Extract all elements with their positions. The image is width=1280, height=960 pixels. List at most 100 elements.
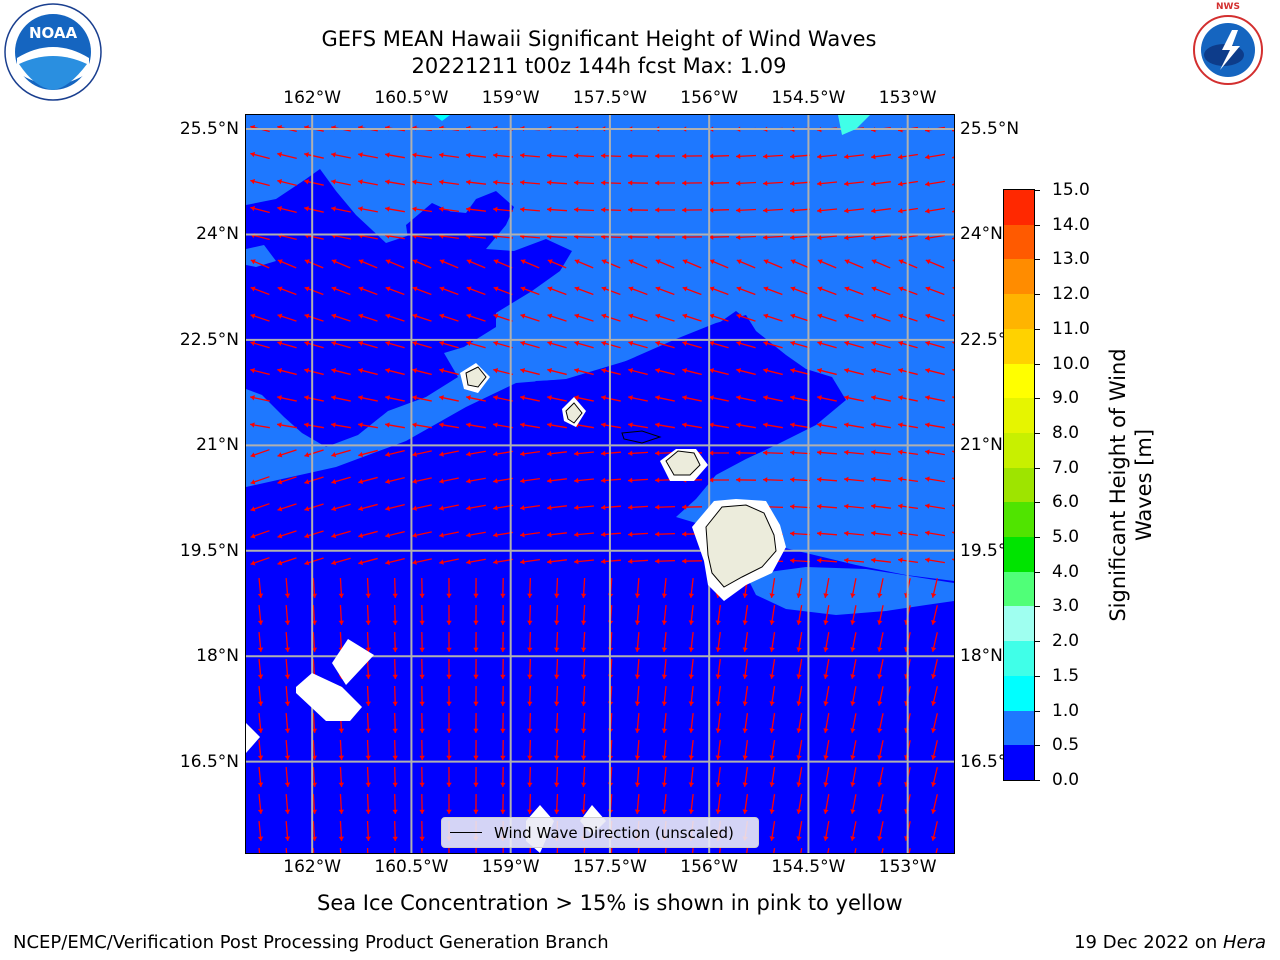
wind-arrow-head xyxy=(284,593,291,598)
wind-arrow-head xyxy=(466,532,471,538)
wind-arrow-head xyxy=(392,755,398,760)
wind-arrow-head xyxy=(790,557,795,564)
wind-arrow-head xyxy=(844,259,850,265)
footer-organization: NCEP/EMC/Verification Post Processing Pr… xyxy=(13,932,609,953)
wind-arrow-head xyxy=(601,450,606,457)
wind-arrow-head xyxy=(628,367,634,374)
wind-arrow-head xyxy=(466,505,471,511)
lat-lon-grid xyxy=(246,115,954,853)
wind-arrow-head xyxy=(877,593,883,598)
wind-arrow-head xyxy=(601,367,607,374)
wind-arrow-head xyxy=(284,836,291,841)
wind-arrow-head xyxy=(742,809,748,814)
wind-arrow-head xyxy=(554,728,560,733)
wind-arrow-head xyxy=(796,782,802,787)
wind-arrow-head xyxy=(871,503,876,509)
wind-arrow-head xyxy=(871,449,876,455)
lat-tick-label: 22.5°N xyxy=(179,329,239,350)
wind-arrow-head xyxy=(547,367,553,374)
wind-arrow-head xyxy=(769,728,775,733)
wind-arrow-head xyxy=(277,560,283,566)
wind-arrow-head xyxy=(412,286,418,292)
wind-arrow-head xyxy=(952,450,954,453)
wind-arrow-head xyxy=(520,340,526,346)
wind-arrow-head xyxy=(365,620,371,625)
wind-arrow-head xyxy=(952,237,954,240)
colorbar-tick-mark xyxy=(1034,432,1040,434)
wind-arrow xyxy=(800,848,803,853)
wind-arrow-head xyxy=(574,477,579,484)
wind-arrow-head xyxy=(661,593,668,598)
wind-arrow-head xyxy=(574,340,580,346)
wind-arrow-head xyxy=(250,395,255,401)
wind-arrow-head xyxy=(925,181,930,187)
wind-arrow-head xyxy=(823,620,829,625)
wind-arrow-head xyxy=(898,530,903,536)
wind-arrow-head xyxy=(688,809,694,814)
wind-arrow-head xyxy=(655,450,660,456)
wind-arrow-head xyxy=(655,367,661,374)
wind-arrow-head xyxy=(823,647,829,652)
wind-arrow-head xyxy=(412,395,417,401)
lon-tick-label: 154.5°W xyxy=(771,88,846,108)
wind-arrow-head xyxy=(952,156,954,159)
wind-arrow-head xyxy=(682,367,688,374)
wind-arrow-head xyxy=(898,313,904,319)
wind-arrow-head xyxy=(547,179,552,186)
wind-arrow-head xyxy=(250,560,256,566)
colorbar-segment xyxy=(1004,745,1034,780)
wind-arrow-head xyxy=(817,530,822,537)
wind-arrow-head xyxy=(655,395,660,401)
wind-arrow-head xyxy=(601,558,606,565)
wind-arrow-head xyxy=(580,782,587,787)
wind-arrow-head xyxy=(331,259,337,265)
wind-arrow-head xyxy=(661,728,668,733)
wind-arrow-head xyxy=(871,235,876,241)
wind-arrow-head xyxy=(580,701,587,706)
wind-arrow-head xyxy=(844,340,850,346)
wind-arrow-head xyxy=(688,647,694,652)
colorbar-tick-label: 15.0 xyxy=(1052,180,1090,200)
wind-arrow-head xyxy=(439,367,445,374)
colorbar-tick-label: 5.0 xyxy=(1052,527,1080,548)
wind-arrow-head xyxy=(952,396,954,399)
colorbar-tick-mark xyxy=(1034,363,1040,365)
wind-arrow-head xyxy=(628,504,633,511)
wind-arrow-head xyxy=(898,449,903,455)
wind-arrow-head xyxy=(257,755,264,760)
wind-arrow-head xyxy=(898,235,903,241)
lon-tick-label: 153°W xyxy=(878,88,937,108)
wind-arrow-head xyxy=(500,809,506,814)
wind-arrow-head xyxy=(574,259,580,265)
wind-arrow-head xyxy=(547,152,552,159)
wind-arrow-head xyxy=(385,313,391,319)
wind-arrow-head xyxy=(250,506,256,512)
wind-arrow-head xyxy=(331,533,337,539)
wind-arrow-head xyxy=(493,259,499,265)
wind-arrow-head xyxy=(655,340,661,346)
wind-arrow-head xyxy=(628,450,633,457)
wind-arrow-head xyxy=(898,181,903,187)
wind-arrow-head xyxy=(358,422,363,428)
wind-arrow-head xyxy=(628,340,634,346)
colorbar-tick-mark xyxy=(1034,537,1040,539)
wind-arrow-head xyxy=(898,422,903,428)
colorbar-segment xyxy=(1004,710,1034,746)
wind-arrow-head xyxy=(661,782,668,787)
wind-arrow-head xyxy=(331,422,336,428)
wind-arrow xyxy=(881,848,884,853)
wind-arrow-head xyxy=(473,782,479,787)
wind-arrow-head xyxy=(439,259,445,265)
wind-arrow-head xyxy=(871,181,876,187)
wind-arrow-head xyxy=(682,153,687,159)
wind-arrow xyxy=(637,847,640,853)
wind-arrow-head xyxy=(709,313,715,319)
wind-arrow-head xyxy=(466,152,471,158)
wind-arrow-head xyxy=(304,286,310,292)
wind-arrow-head xyxy=(338,836,345,841)
wind-arrow-head xyxy=(358,206,363,212)
wind-arrow-head xyxy=(742,782,748,787)
colorbar-tick-label: 13.0 xyxy=(1052,249,1090,270)
wind-arrow-head xyxy=(446,647,452,652)
wind-arrow-head xyxy=(493,206,498,213)
